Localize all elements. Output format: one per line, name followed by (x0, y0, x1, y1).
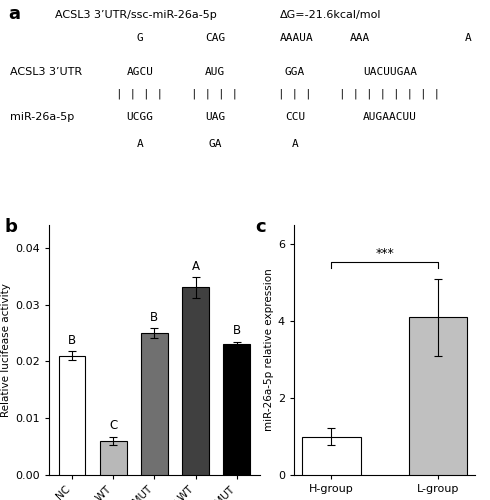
Text: UACUUGAA: UACUUGAA (363, 66, 417, 76)
Text: GGA: GGA (285, 66, 305, 76)
Text: C: C (109, 420, 117, 432)
Text: A: A (137, 139, 144, 149)
Bar (59, 356, 85, 475)
Text: miR-26a-5p: miR-26a-5p (10, 112, 74, 122)
Text: GA: GA (208, 139, 222, 149)
Text: AAAUA: AAAUA (280, 33, 314, 43)
Text: | | | |: | | | | (117, 89, 164, 100)
Text: | | | | | | | |: | | | | | | | | (340, 89, 441, 100)
Text: B: B (68, 334, 76, 346)
Text: B: B (150, 311, 158, 324)
Y-axis label: miR-26a-5p relative expression: miR-26a-5p relative expression (264, 268, 274, 432)
Bar (409, 318, 467, 475)
Text: AGCU: AGCU (126, 66, 153, 76)
Text: CAG: CAG (205, 33, 225, 43)
Text: ΔG=-21.6kcal/mol: ΔG=-21.6kcal/mol (280, 10, 382, 20)
Text: G: G (137, 33, 144, 43)
Text: ***: *** (375, 246, 394, 260)
Text: b: b (5, 218, 18, 236)
Text: UAG: UAG (205, 112, 225, 122)
Bar (302, 436, 361, 475)
Text: UCGG: UCGG (126, 112, 153, 122)
Bar (100, 441, 126, 475)
Text: ACSL3 3’UTR: ACSL3 3’UTR (10, 66, 82, 76)
Bar (223, 344, 250, 475)
Y-axis label: Relative lucifease activity: Relative lucifease activity (1, 283, 11, 417)
Text: c: c (255, 218, 266, 236)
Text: a: a (8, 5, 20, 23)
Text: A: A (292, 139, 298, 149)
Text: | | |: | | | (278, 89, 312, 100)
Text: A: A (192, 260, 199, 272)
Bar (141, 333, 168, 475)
Text: AAA: AAA (350, 33, 370, 43)
Bar (182, 288, 209, 475)
Text: B: B (233, 324, 241, 338)
Text: AUG: AUG (205, 66, 225, 76)
Text: CCU: CCU (285, 112, 305, 122)
Text: AUGAACUU: AUGAACUU (363, 112, 417, 122)
Text: | | | |: | | | | (192, 89, 239, 100)
Text: A: A (465, 33, 471, 43)
Text: ACSL3 3’UTR/ssc-miR-26a-5p: ACSL3 3’UTR/ssc-miR-26a-5p (55, 10, 217, 20)
